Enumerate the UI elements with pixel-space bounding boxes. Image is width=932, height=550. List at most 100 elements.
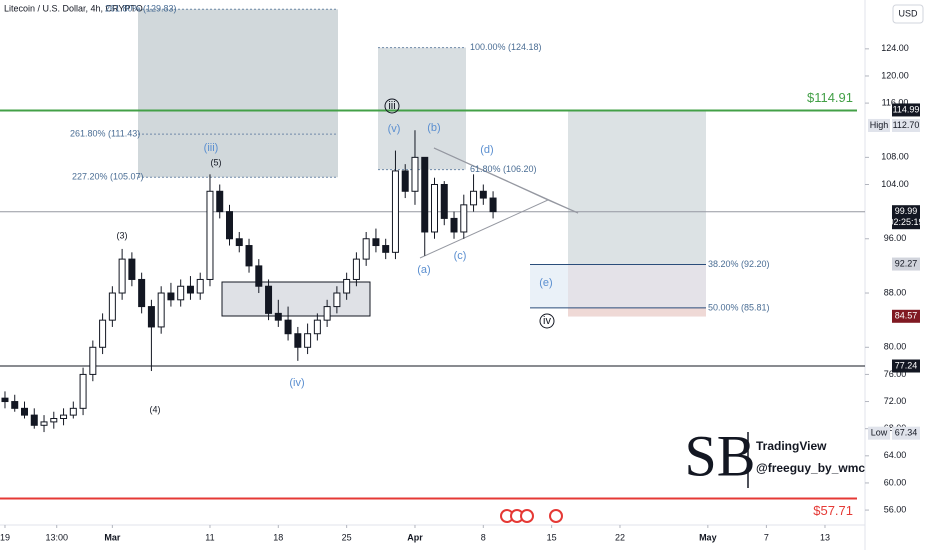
price-tag xyxy=(892,205,920,230)
x-tick-label: 22 xyxy=(615,532,625,542)
wave-label: (iv) xyxy=(289,377,304,389)
candle-body xyxy=(284,319,292,335)
candle-body xyxy=(89,346,97,375)
x-tick-label: 19 xyxy=(0,532,10,542)
wave-label: (4) xyxy=(150,404,161,414)
event-icon[interactable] xyxy=(520,509,534,523)
x-tick-label: Apr xyxy=(407,532,423,542)
candle-body xyxy=(147,306,155,328)
y-tick-label: 64.00 xyxy=(884,450,907,460)
candle-body xyxy=(11,401,19,409)
candle-body xyxy=(177,285,185,301)
candle-body xyxy=(431,183,439,233)
y-tick-label: 60.00 xyxy=(884,477,907,487)
candle-body xyxy=(440,183,448,219)
x-tick-label: 7 xyxy=(764,532,769,542)
price-tag-label: 99.99 xyxy=(895,206,918,216)
price-tag-label: 67.34 xyxy=(895,428,918,438)
price-tag-note xyxy=(868,426,890,440)
triangle-line xyxy=(433,147,579,214)
event-icon[interactable] xyxy=(549,509,563,523)
candle-body xyxy=(157,292,165,328)
y-tick-label: 56.00 xyxy=(884,504,907,514)
candle-body xyxy=(391,170,399,253)
candle-body xyxy=(323,306,331,321)
candle-body xyxy=(60,414,68,420)
fib-zone xyxy=(378,47,466,170)
candle-body xyxy=(167,292,175,301)
fib-label: 50.00% (85.81) xyxy=(708,302,770,312)
x-tick-label: 25 xyxy=(342,532,352,542)
currency-button[interactable] xyxy=(892,4,924,24)
price-tag xyxy=(892,257,920,271)
y-tick-label: 116.00 xyxy=(882,97,909,107)
candle-body xyxy=(138,278,146,308)
event-icons xyxy=(500,509,563,523)
watermark-brand: TradingView xyxy=(756,439,827,453)
wave-label: (b) xyxy=(427,122,440,134)
candle-body xyxy=(372,238,380,247)
logo: SB xyxy=(685,423,756,488)
y-tick-label: 96.00 xyxy=(884,233,907,243)
wave-label: iv xyxy=(543,315,551,327)
currency[interactable]: USD xyxy=(898,8,918,18)
candle-body xyxy=(333,292,341,308)
candle-body xyxy=(1,397,9,403)
candle-body xyxy=(479,190,487,199)
wave-label: (5) xyxy=(211,157,222,167)
candle-body xyxy=(343,278,351,294)
candle-body xyxy=(108,292,116,321)
price-tag xyxy=(892,103,920,117)
candle-body xyxy=(362,238,370,260)
candle-body xyxy=(128,258,136,280)
y-tick-label: 80.00 xyxy=(884,342,907,352)
level-label: $57.71 xyxy=(813,503,853,518)
candle-body xyxy=(79,373,87,409)
x-tick-label: May xyxy=(699,532,717,542)
wave-label: (iii) xyxy=(204,142,219,154)
wave-circle xyxy=(384,98,400,114)
candle-body xyxy=(450,217,458,233)
wave-label: (d) xyxy=(480,144,493,156)
price-tag-label: 77.24 xyxy=(895,360,918,370)
price-tag-note-label: Low xyxy=(871,428,888,438)
entry-zone xyxy=(530,264,706,308)
candle-body xyxy=(255,265,263,287)
watermark: SB xyxy=(685,423,756,488)
candle-body xyxy=(30,414,38,426)
candle-body xyxy=(118,258,126,294)
fib-label: 100.00% (124.18) xyxy=(470,42,542,52)
candle-body xyxy=(352,258,360,280)
y-tick-label: 72.00 xyxy=(884,396,907,406)
candle-body xyxy=(265,285,273,314)
y-tick-label: 108.00 xyxy=(881,152,909,162)
candle-body xyxy=(470,190,478,206)
watermark-author: @freeguy_by_wmc xyxy=(756,461,865,475)
x-tick-label: Mar xyxy=(104,532,121,542)
candle-body xyxy=(69,407,77,416)
chart-title: Litecoin / U.S. Dollar, 4h, CRYPTO xyxy=(4,3,143,13)
wave-label: (a) xyxy=(417,264,430,276)
x-tick-label: 8 xyxy=(481,532,486,542)
price-tag-label: 114.99 xyxy=(893,104,920,114)
candle-body xyxy=(21,407,29,416)
candle-body xyxy=(245,245,253,267)
wave-label: (3) xyxy=(117,230,128,240)
price-tag-note-label: High xyxy=(870,120,889,130)
x-tick-label: 13 xyxy=(820,532,830,542)
candle-body xyxy=(206,190,214,280)
candle-body xyxy=(186,285,194,294)
candle-body xyxy=(382,245,390,253)
y-tick-label: 88.00 xyxy=(884,287,907,297)
fib-label: 38.20% (92.20) xyxy=(708,259,770,269)
candle-body xyxy=(421,156,429,233)
candle-body xyxy=(99,319,107,348)
countdown: 02:25:19 xyxy=(888,217,923,227)
fib-label: 261.80% (111.43) xyxy=(70,128,140,138)
target-zone xyxy=(568,110,706,265)
price-tag-note xyxy=(868,118,890,132)
fib-label: 227.20% (105.07) xyxy=(72,172,144,182)
candle-body xyxy=(460,204,468,233)
fib-label: 61.80% (106.20) xyxy=(470,164,537,174)
price-tag xyxy=(892,309,920,323)
